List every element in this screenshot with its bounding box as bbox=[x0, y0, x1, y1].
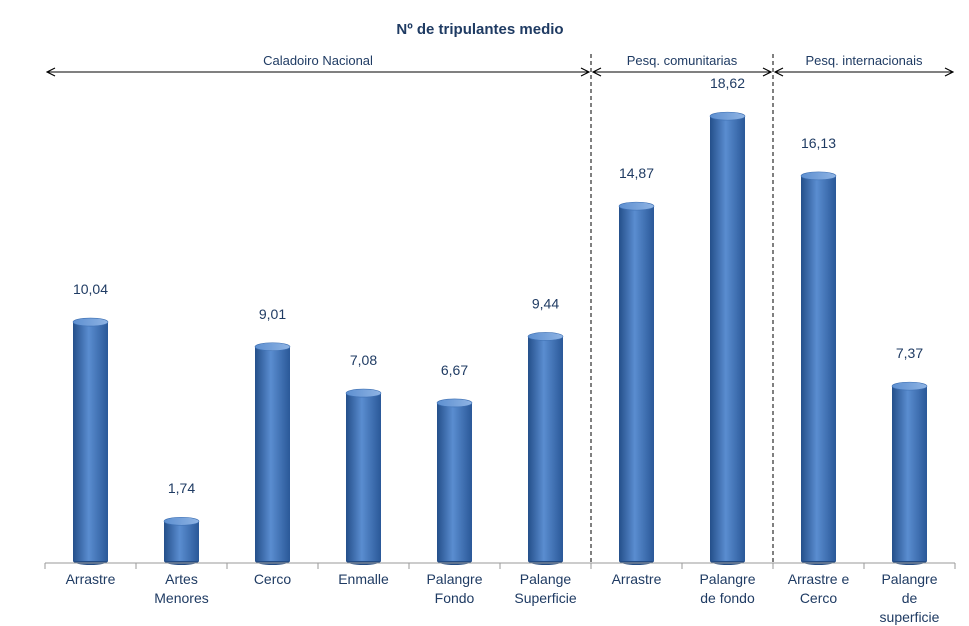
bar-top-cap bbox=[345, 388, 382, 398]
value-label: 10,04 bbox=[73, 281, 108, 297]
bar-top-cap bbox=[709, 111, 746, 121]
bar-3 bbox=[254, 342, 291, 565]
bar-6 bbox=[527, 332, 564, 565]
category-label: Arrastre e Cerco bbox=[788, 571, 850, 606]
bar-body bbox=[437, 402, 472, 561]
bar-body bbox=[164, 521, 199, 561]
bar-body bbox=[801, 175, 836, 561]
group-label: Pesq. comunitarias bbox=[627, 53, 738, 68]
bar-top-cap bbox=[891, 381, 928, 391]
bar-body bbox=[619, 206, 654, 561]
category-label: Enmalle bbox=[338, 571, 389, 587]
group-label: Caladoiro Nacional bbox=[263, 53, 373, 68]
bar-body bbox=[73, 322, 108, 561]
bar-top-cap bbox=[436, 398, 473, 408]
value-label: 1,74 bbox=[168, 480, 195, 496]
bar-top-cap bbox=[163, 516, 200, 526]
bar-9 bbox=[800, 171, 837, 565]
bar-body bbox=[528, 336, 563, 561]
chart-title: Nº de tripulantes medio bbox=[396, 21, 563, 38]
value-label: 9,01 bbox=[259, 306, 286, 322]
value-label: 14,87 bbox=[619, 165, 654, 181]
value-label: 7,08 bbox=[350, 352, 377, 368]
value-label: 7,37 bbox=[896, 345, 923, 361]
bar-8 bbox=[709, 111, 746, 565]
category-label: Arrastre bbox=[612, 571, 662, 587]
value-label: 16,13 bbox=[801, 135, 836, 151]
category-label: Cerco bbox=[254, 571, 292, 587]
category-label: Palangre Fondo bbox=[426, 571, 482, 606]
bar-body bbox=[892, 386, 927, 561]
bar-10 bbox=[891, 381, 928, 565]
bar-1 bbox=[72, 317, 109, 565]
bar-top-cap bbox=[72, 317, 109, 327]
category-label: Palangre de superficie bbox=[880, 571, 940, 625]
category-label: Palange Superficie bbox=[514, 571, 576, 606]
bar-top-cap bbox=[254, 342, 291, 352]
category-label: Palangre de fondo bbox=[699, 571, 755, 606]
bar-5 bbox=[436, 398, 473, 565]
bar-top-cap bbox=[800, 171, 837, 181]
category-label: Artes Menores bbox=[154, 571, 208, 606]
bar-body bbox=[710, 116, 745, 562]
bar-2 bbox=[163, 516, 200, 565]
bar-top-cap bbox=[618, 201, 655, 211]
bar-body bbox=[255, 346, 290, 561]
bar-body bbox=[346, 393, 381, 561]
group-label: Pesq. internacionais bbox=[805, 53, 923, 68]
category-label: Arrastre bbox=[66, 571, 116, 587]
bar-top-cap bbox=[527, 332, 564, 341]
bar-4 bbox=[345, 388, 382, 565]
value-label: 9,44 bbox=[532, 295, 559, 311]
bar-7 bbox=[618, 201, 655, 565]
value-label: 6,67 bbox=[441, 362, 468, 378]
value-label: 18,62 bbox=[710, 75, 745, 91]
